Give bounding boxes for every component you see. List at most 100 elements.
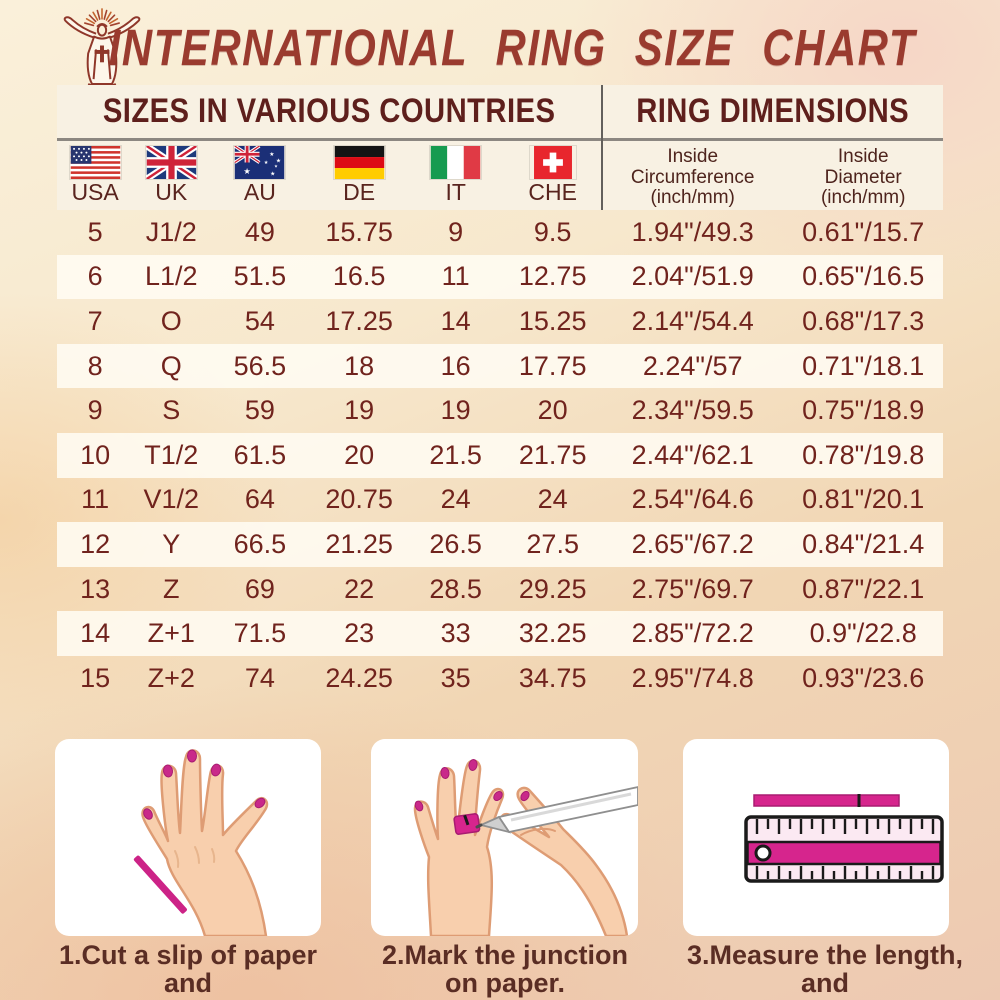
cell-inside-circumference: 1.94"/49.3 (631, 216, 754, 247)
cell-usa-size: 5 (87, 216, 103, 247)
cell-usa-size: 10 (80, 439, 111, 470)
cell-uk-size: S (162, 395, 181, 426)
cell-usa-size: 11 (81, 484, 110, 515)
cell-au-size: 69 (244, 573, 275, 604)
cell-che-size: 27.5 (526, 528, 579, 559)
column-header-inside-diameter: Inside Diameter (inch/mm) (820, 145, 906, 209)
table-row: 5 J1/2 49 15.75 9 9.5 1.94"/49.3 0.61"/1… (57, 210, 943, 255)
cell-au-size: 54 (244, 305, 275, 336)
table-row: 13 Z 69 22 28.5 29.25 2.75"/69.7 0.87"/2… (57, 567, 943, 612)
section-header-countries: SIZES IN VARIOUS COUNTRIES (103, 92, 556, 130)
table-row: 15 Z+2 74 24.25 35 34.75 2.95"/74.8 0.93… (57, 656, 943, 701)
cell-uk-size: Z+2 (147, 662, 195, 693)
cell-uk-size: J1/2 (145, 216, 197, 247)
section-header-dimensions: RING DIMENSIONS (635, 92, 909, 130)
cell-au-size: 66.5 (233, 528, 287, 559)
column-header-au: ★ ★ ★ ★ ★ ★ AU (209, 146, 310, 210)
cell-it-size: 14 (440, 305, 471, 336)
cell-che-size: 12.75 (518, 261, 587, 292)
cell-it-size: 35 (440, 662, 471, 693)
instruction-panel-2 (371, 739, 638, 936)
cell-inside-circumference: 2.44"/62.1 (631, 439, 754, 470)
svg-text:★: ★ (276, 158, 281, 165)
cell-che-size: 24 (537, 484, 568, 515)
cell-it-size: 26.5 (429, 528, 482, 559)
cell-inside-diameter: 0.87"/22.1 (802, 573, 925, 604)
hands-marking-paper-with-pen-illustration (413, 759, 638, 936)
cell-inside-diameter: 0.78"/19.8 (802, 439, 925, 470)
svg-text:★: ★ (270, 151, 275, 158)
table-row: 9 S 59 19 19 20 2.34"/59.5 0.75"/18.9 (57, 388, 943, 433)
cell-inside-diameter: 0.81"/20.1 (802, 484, 925, 515)
cell-de-size: 17.25 (325, 305, 393, 336)
cell-inside-diameter: 0.9"/22.8 (809, 618, 917, 649)
table-header: SIZES IN VARIOUS COUNTRIES RING DIMENSIO… (57, 85, 943, 210)
page-title: INTERNATIONAL RING SIZE CHART (108, 18, 916, 76)
svg-text:★: ★ (275, 163, 279, 168)
instruction-panel-1 (55, 739, 321, 936)
cell-au-size: 59 (244, 395, 275, 426)
instruction-panel-3 (683, 739, 949, 936)
cell-uk-size: Z (163, 573, 180, 604)
cell-usa-size: 7 (87, 305, 103, 336)
cell-che-size: 29.25 (518, 573, 587, 604)
cell-it-size: 28.5 (429, 573, 482, 604)
column-header-it: IT (408, 146, 504, 210)
svg-text:★: ★ (264, 160, 269, 166)
cell-inside-diameter: 0.75"/18.9 (802, 395, 925, 426)
cell-de-size: 21.25 (325, 528, 393, 559)
cell-it-size: 24 (440, 484, 471, 515)
cell-au-size: 71.5 (233, 618, 287, 649)
cell-de-size: 23 (344, 618, 375, 649)
cell-usa-size: 14 (80, 618, 111, 649)
cell-usa-size: 9 (87, 395, 103, 426)
column-header-usa: USA (57, 146, 133, 210)
column-header-che: CHE (504, 146, 602, 210)
column-header-de: DE (310, 146, 407, 210)
cell-usa-size: 13 (80, 573, 111, 604)
cell-che-size: 21.75 (518, 439, 587, 470)
country-label: UK (155, 179, 188, 205)
cell-inside-circumference: 2.54"/64.6 (631, 484, 754, 515)
hand-with-paper-strip-illustration (133, 749, 269, 936)
table-row: 6 L1/2 51.5 16.5 11 12.75 2.04"/51.9 0.6… (57, 254, 943, 300)
cell-au-size: 49 (244, 216, 275, 247)
cell-uk-size: V1/2 (143, 484, 200, 515)
cell-usa-size: 12 (80, 528, 111, 559)
table-row: 11 V1/2 64 20.75 24 24 2.54"/64.6 0.81"/… (57, 478, 943, 523)
jesus-logo-icon (63, 8, 141, 88)
size-table-body: 5 J1/2 49 15.75 9 9.5 1.94"/49.3 0.61"/1… (57, 210, 943, 701)
cell-it-size: 19 (440, 395, 471, 426)
cell-inside-diameter: 0.84"/21.4 (802, 528, 925, 559)
column-header-inside-circumference: Inside Circumference (inch/mm) (630, 145, 755, 209)
cell-au-size: 56.5 (233, 350, 287, 381)
cell-inside-circumference: 2.04"/51.9 (631, 261, 754, 292)
table-row: 12 Y 66.5 21.25 26.5 27.5 2.65"/67.2 0.8… (57, 522, 943, 567)
cell-che-size: 20 (537, 395, 568, 426)
cell-usa-size: 6 (87, 261, 103, 292)
instruction-caption-1: 1.Cut a slip of paper and wrap around yo… (58, 940, 318, 1000)
cell-it-size: 11 (441, 261, 470, 292)
cell-usa-size: 8 (87, 350, 103, 381)
cell-inside-circumference: 2.34"/59.5 (631, 395, 754, 426)
cell-inside-diameter: 0.65"/16.5 (802, 261, 925, 292)
cell-uk-size: Y (162, 528, 181, 559)
cell-de-size: 16.5 (332, 261, 386, 292)
ruler-measuring-strip-illustration (744, 794, 944, 883)
table-row: 8 Q 56.5 18 16 17.75 2.24"/57 0.71"/18.1 (57, 343, 943, 389)
cell-au-size: 51.5 (233, 261, 287, 292)
cell-de-size: 24.25 (325, 662, 393, 693)
usa-flag-icon (70, 146, 120, 179)
cell-che-size: 32.25 (518, 618, 587, 649)
country-label: DE (343, 179, 376, 205)
cell-it-size: 21.5 (429, 439, 482, 470)
cell-de-size: 15.75 (325, 216, 393, 247)
cell-it-size: 9 (448, 216, 464, 247)
cell-de-size: 19 (344, 395, 375, 426)
cell-che-size: 34.75 (518, 662, 587, 693)
cell-inside-diameter: 0.71"/18.1 (802, 350, 925, 381)
cell-usa-size: 15 (80, 662, 111, 693)
cell-inside-circumference: 2.75"/69.7 (631, 573, 754, 604)
cell-inside-diameter: 0.61"/15.7 (802, 216, 925, 247)
